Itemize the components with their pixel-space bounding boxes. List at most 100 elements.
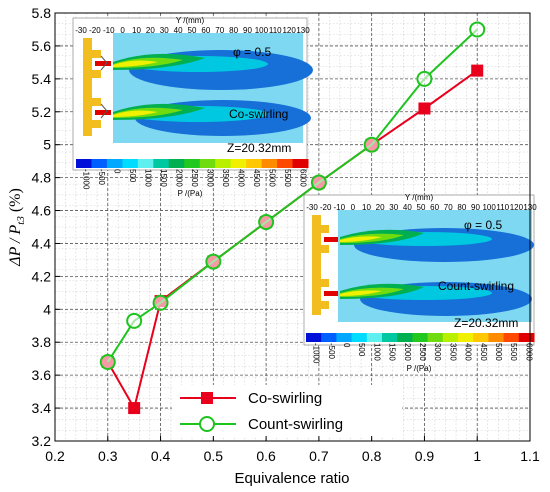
- colorbar-swatch: [397, 333, 413, 342]
- colorbar-tick-label: 3500: [221, 169, 230, 187]
- inset-top-tick-label: 40: [174, 26, 183, 35]
- colorbar-swatch: [292, 159, 309, 168]
- point-count-swirling: [205, 253, 222, 270]
- inset-top-tick-label: 120: [282, 26, 296, 35]
- colorbar-swatch: [503, 333, 520, 342]
- inset-top-tick-label: 80: [457, 203, 466, 212]
- inset-top-tick-label: 60: [201, 26, 210, 35]
- inset-top-tick-label: 80: [229, 26, 238, 35]
- inset-top-axis-label: Y /(mm): [405, 193, 434, 202]
- y-axis: 3.2 3.4 3.6 3.8 4 4.2 4.4 4.6 4.8 5 5.2 5.4 5.6 5.8: [32, 5, 60, 449]
- colorbar-tick-label: 6000: [524, 343, 533, 361]
- inset-top-tick-label: 100: [255, 26, 269, 35]
- inset-top-tick-label: 90: [471, 203, 480, 212]
- colorbar-swatch: [427, 333, 444, 342]
- point-count-swirling: [126, 312, 143, 329]
- colorbar-swatch: [382, 333, 398, 342]
- point-co-swirling: [418, 102, 431, 115]
- y-tick-label: 4.6: [32, 203, 52, 219]
- y-tick-label: 3.4: [32, 400, 52, 416]
- point-count-swirling: [258, 214, 275, 231]
- y-tick-label: 4.2: [32, 268, 52, 284]
- inset-colorbar-label: P /(Pa): [178, 189, 203, 198]
- inset-top-tick-label: 90: [243, 26, 252, 35]
- colorbar-tick-label: 5500: [283, 169, 292, 187]
- point-count-swirling: [99, 353, 116, 370]
- colorbar-tick-label: 4500: [252, 169, 261, 187]
- colorbar-swatch: [442, 333, 459, 342]
- inset-colorbar: [306, 333, 535, 342]
- colorbar-tick-label: 500: [128, 169, 137, 183]
- x-axis: 0.2 0.3 0.4 0.5 0.6 0.7 0.8 0.9 1 1.1: [45, 436, 540, 464]
- inset-top-tick-label: 110: [269, 26, 282, 35]
- inset-top-tick-label: -20: [89, 26, 101, 35]
- y-tick-label: 5.6: [32, 38, 52, 54]
- colorbar-tick-label: 0: [113, 169, 122, 174]
- inset-top-tick-label: 50: [188, 26, 197, 35]
- colorbar-swatch: [122, 159, 139, 168]
- legend-label-co-swirling: Co-swirling: [248, 390, 322, 407]
- point-count-swirling: [152, 294, 169, 311]
- colorbar-swatch: [366, 333, 383, 342]
- inset-top-tick-label: -20: [320, 203, 332, 212]
- colorbar-tick-label: 4500: [479, 343, 488, 361]
- inset-top-tick-label: -30: [75, 26, 87, 35]
- x-tick-label: 0.7: [309, 448, 329, 464]
- y-tick-label: 4.4: [32, 235, 52, 251]
- x-tick-label: 0.6: [256, 448, 276, 464]
- point-count-swirling: [363, 136, 380, 153]
- inset-top-tick-label: 120: [510, 203, 524, 212]
- inset-top-axis: Y /(mm) -30 -20 -10 0 10 20 30 40 50 60 70 80 90 100 1…: [75, 16, 310, 35]
- inset-mode-label: Count-swirling: [438, 279, 514, 293]
- plot-frame: [54, 12, 531, 442]
- inset-top-tick-label: 110: [496, 203, 509, 212]
- x-axis-label: Equivalence ratio: [234, 470, 349, 487]
- colorbar-tick-label: -500: [327, 343, 336, 360]
- colorbar-tick-label: 4000: [236, 169, 245, 187]
- colorbar-swatch: [306, 333, 322, 342]
- colorbar-tick-label: 5000: [494, 343, 503, 361]
- x-tick-label: 0.8: [362, 448, 382, 464]
- inset-mode-label: Co-swirling: [229, 107, 288, 121]
- inset-top-tick-label: 20: [376, 203, 385, 212]
- colorbar-swatch: [246, 159, 263, 168]
- inset-top-tick-label: 60: [430, 203, 439, 212]
- inset-top-tick-label: 100: [482, 203, 496, 212]
- colorbar-tick-label: 1000: [144, 169, 153, 187]
- y-tick-label: 5.2: [32, 104, 52, 120]
- colorbar-tick-label: -500: [97, 169, 106, 186]
- legend-marker-co-swirling: [201, 392, 213, 404]
- inset-top-tick-label: 30: [160, 26, 169, 35]
- colorbar-tick-label: 6000: [298, 169, 307, 187]
- inset-top-tick-label: 10: [362, 203, 371, 212]
- inset-colorbar: [76, 159, 309, 168]
- legend-marker-count-swirling: [199, 416, 215, 432]
- legend: Co-swirling Count-swirling: [172, 385, 402, 437]
- colorbar-swatch: [351, 333, 368, 342]
- colorbar-swatch: [458, 333, 474, 342]
- colorbar-tick-label: 4000: [464, 343, 473, 361]
- inset-top-tick-label: 30: [389, 203, 398, 212]
- colorbar-tick-label: 2000: [403, 343, 412, 361]
- point-co-swirling: [471, 64, 484, 77]
- colorbar-tick-label: -1000: [82, 169, 91, 190]
- colorbar-swatch: [215, 159, 232, 168]
- inset-top-tick-label: 70: [215, 26, 224, 35]
- inset-phi-label: φ = 0.5: [464, 218, 502, 232]
- x-tick-label: 0.9: [415, 448, 435, 464]
- colorbar-swatch: [184, 159, 201, 168]
- x-tick-label: 0.2: [45, 448, 65, 464]
- y-tick-label: 4.8: [32, 170, 52, 186]
- colorbar-tick-label: 3000: [433, 343, 442, 361]
- colorbar-swatch: [473, 333, 489, 342]
- inset-top-tick-label: -30: [306, 203, 318, 212]
- series-layer: [99, 21, 486, 415]
- colorbar-swatch: [91, 159, 108, 168]
- colorbar-tick-label: 0: [342, 343, 351, 348]
- inset-top-tick-label: 0: [351, 203, 356, 212]
- colorbar-tick-label: 3500: [448, 343, 457, 361]
- colorbar-tick-label: 1500: [159, 169, 168, 187]
- colorbar-swatch: [412, 333, 429, 342]
- inset-top-tick-label: 130: [296, 26, 310, 35]
